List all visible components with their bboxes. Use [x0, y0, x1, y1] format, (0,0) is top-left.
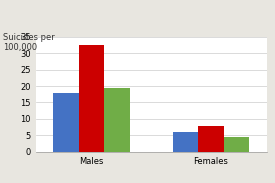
Bar — [104, 88, 130, 152]
Bar — [224, 137, 249, 152]
Text: Suicides per
100,000: Suicides per 100,000 — [3, 33, 54, 52]
Bar — [173, 132, 198, 152]
Bar — [79, 45, 104, 152]
Legend: 15 to 39 years, 40 to 59 years, 60 and older: 15 to 39 years, 40 to 59 years, 60 and o… — [52, 181, 251, 183]
Bar — [53, 93, 79, 152]
Bar — [198, 126, 224, 152]
